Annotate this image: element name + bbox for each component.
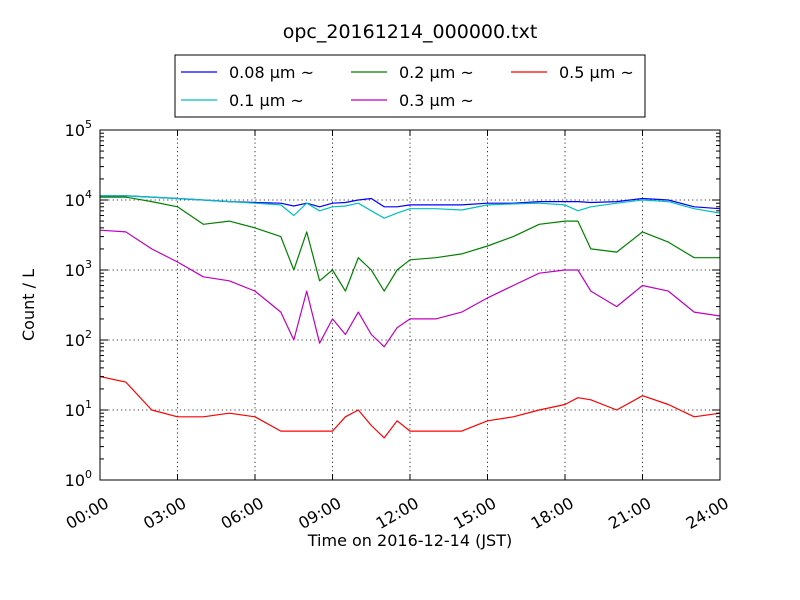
series-line-3 <box>99 229 721 348</box>
x-tick-label: 24:00 <box>683 493 732 533</box>
x-tick-label: 18:00 <box>528 493 577 533</box>
y-tick-label: 103 <box>65 258 92 280</box>
y-axis-label: Count / L <box>19 269 38 341</box>
grid-layer <box>100 130 720 480</box>
x-tick-label: 03:00 <box>140 493 189 533</box>
plot-area-frame <box>99 129 721 481</box>
chart-title: opc_20161214_000000.txt <box>283 21 538 43</box>
legend-label: 0.08 μm ~ <box>229 63 314 82</box>
x-tick-label: 06:00 <box>218 493 267 533</box>
series-line-4 <box>99 376 721 439</box>
x-tick-labels: 00:00 03:00 06:00 09:00 12:00 15:00 18:00 21:00… <box>63 493 732 533</box>
x-tick-label: 00:00 <box>63 493 112 533</box>
x-tick-label: 09:00 <box>295 493 344 533</box>
series-line-2 <box>100 196 720 292</box>
legend-frame <box>174 54 646 118</box>
legend-label: 0.1 μm ~ <box>229 91 304 110</box>
y-tick-label: 102 <box>65 328 92 350</box>
y-tick-labels: 100 101 102 103 104 105 <box>65 118 92 490</box>
legend: 0.08 μm ~ 0.1 μm ~ 0.2 μm ~ 0.3 μm ~ 0.5 μm … <box>174 54 646 118</box>
y-tick-label: 101 <box>65 398 92 420</box>
tick-layer <box>99 129 721 481</box>
legend-label: 0.2 μm ~ <box>399 63 474 82</box>
y-tick-label: 100 <box>65 468 92 490</box>
legend-label: 0.3 μm ~ <box>399 91 474 110</box>
series-layer <box>99 195 721 439</box>
series-line-1 <box>100 195 721 219</box>
y-tick-label: 104 <box>65 188 92 210</box>
x-axis-label: Time on 2016-12-14 (JST) <box>307 531 512 550</box>
x-tick-label: 21:00 <box>605 493 654 533</box>
y-tick-label: 105 <box>65 118 92 140</box>
legend-label: 0.5 μm ~ <box>559 63 634 82</box>
x-tick-label: 15:00 <box>450 493 499 533</box>
x-tick-label: 12:00 <box>373 493 422 533</box>
